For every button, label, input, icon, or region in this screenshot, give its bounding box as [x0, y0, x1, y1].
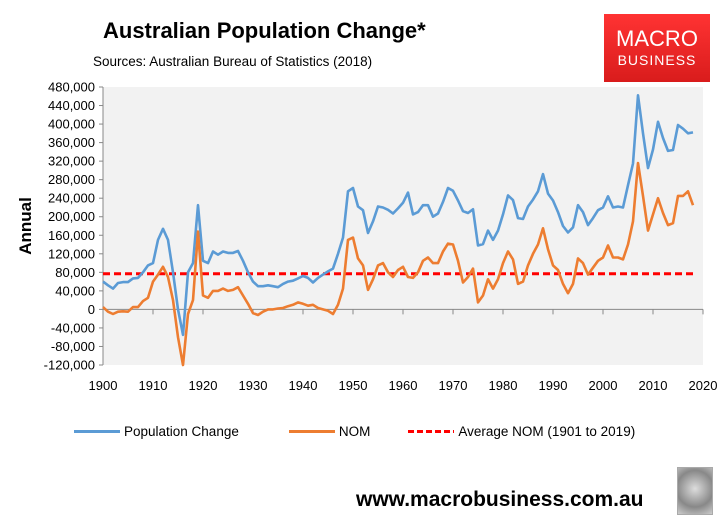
x-tick-label: 1920 [189, 378, 218, 393]
legend-swatch-average [408, 430, 455, 433]
x-tick-label: 1900 [89, 378, 118, 393]
legend-item-population: Population Change [74, 424, 239, 439]
legend-label-average: Average NOM (1901 to 2019) [458, 424, 636, 439]
x-tick-label: 2010 [639, 378, 668, 393]
macrobusiness-logo: MACRO BUSINESS [604, 14, 710, 82]
x-tick-label: 1970 [439, 378, 468, 393]
y-tick-label: 480,000 [48, 80, 95, 95]
nom-line [102, 161, 695, 367]
legend-swatch-population [74, 430, 120, 433]
x-tick-label: 2000 [589, 378, 618, 393]
y-tick-label: 360,000 [48, 135, 95, 150]
x-tick-label: 1960 [389, 378, 418, 393]
y-tick-label: 160,000 [48, 228, 95, 243]
chart-source: Sources: Australian Bureau of Statistics… [93, 54, 373, 69]
y-tick-label: 200,000 [48, 209, 95, 224]
legend-label-nom: NOM [338, 424, 371, 439]
website-url: www.macrobusiness.com.au [356, 488, 644, 511]
x-tick-label: 1930 [239, 378, 268, 393]
y-tick-label: 240,000 [48, 191, 95, 206]
logo-line2: BUSINESS [617, 52, 697, 68]
x-tick-label: 1940 [289, 378, 318, 393]
y-tick-label: 400,000 [48, 117, 95, 132]
y-tick-label: 120,000 [48, 246, 95, 261]
legend-swatch-nom [288, 430, 335, 433]
x-tick-label: 1910 [139, 378, 168, 393]
legend: Population Change NOM Average NOM (1901 … [74, 424, 635, 439]
x-tick-label: 2020 [689, 378, 718, 393]
y-tick-label: 280,000 [48, 172, 95, 187]
y-tick-label: -40,000 [51, 320, 95, 335]
legend-item-average: Average NOM (1901 to 2019) [408, 424, 635, 439]
y-tick-label: 40,000 [55, 283, 95, 298]
y-axis-label: Annual [16, 197, 35, 255]
plot-background [103, 87, 703, 365]
y-tick-label: 0 [88, 302, 95, 317]
x-tick-label: 1980 [489, 378, 518, 393]
population-change-line [102, 94, 694, 337]
x-tick-label: 1990 [539, 378, 568, 393]
wolf-logo-image [677, 467, 713, 515]
x-tick-label: 1950 [339, 378, 368, 393]
y-tick-label: -80,000 [51, 339, 95, 354]
legend-item-nom: NOM [288, 424, 371, 439]
y-tick-label: 440,000 [48, 98, 95, 113]
y-tick-label: -120,000 [44, 358, 95, 373]
y-tick-label: 80,000 [55, 265, 95, 280]
chart-area: 480,000 440,000 400,000 360,000 320,000 280,0… [16, 80, 718, 394]
legend-label-population: Population Change [124, 424, 239, 439]
chart-title: Australian Population Change* [103, 18, 426, 43]
logo-line1: MACRO [616, 26, 698, 51]
y-tick-label: 320,000 [48, 154, 95, 169]
